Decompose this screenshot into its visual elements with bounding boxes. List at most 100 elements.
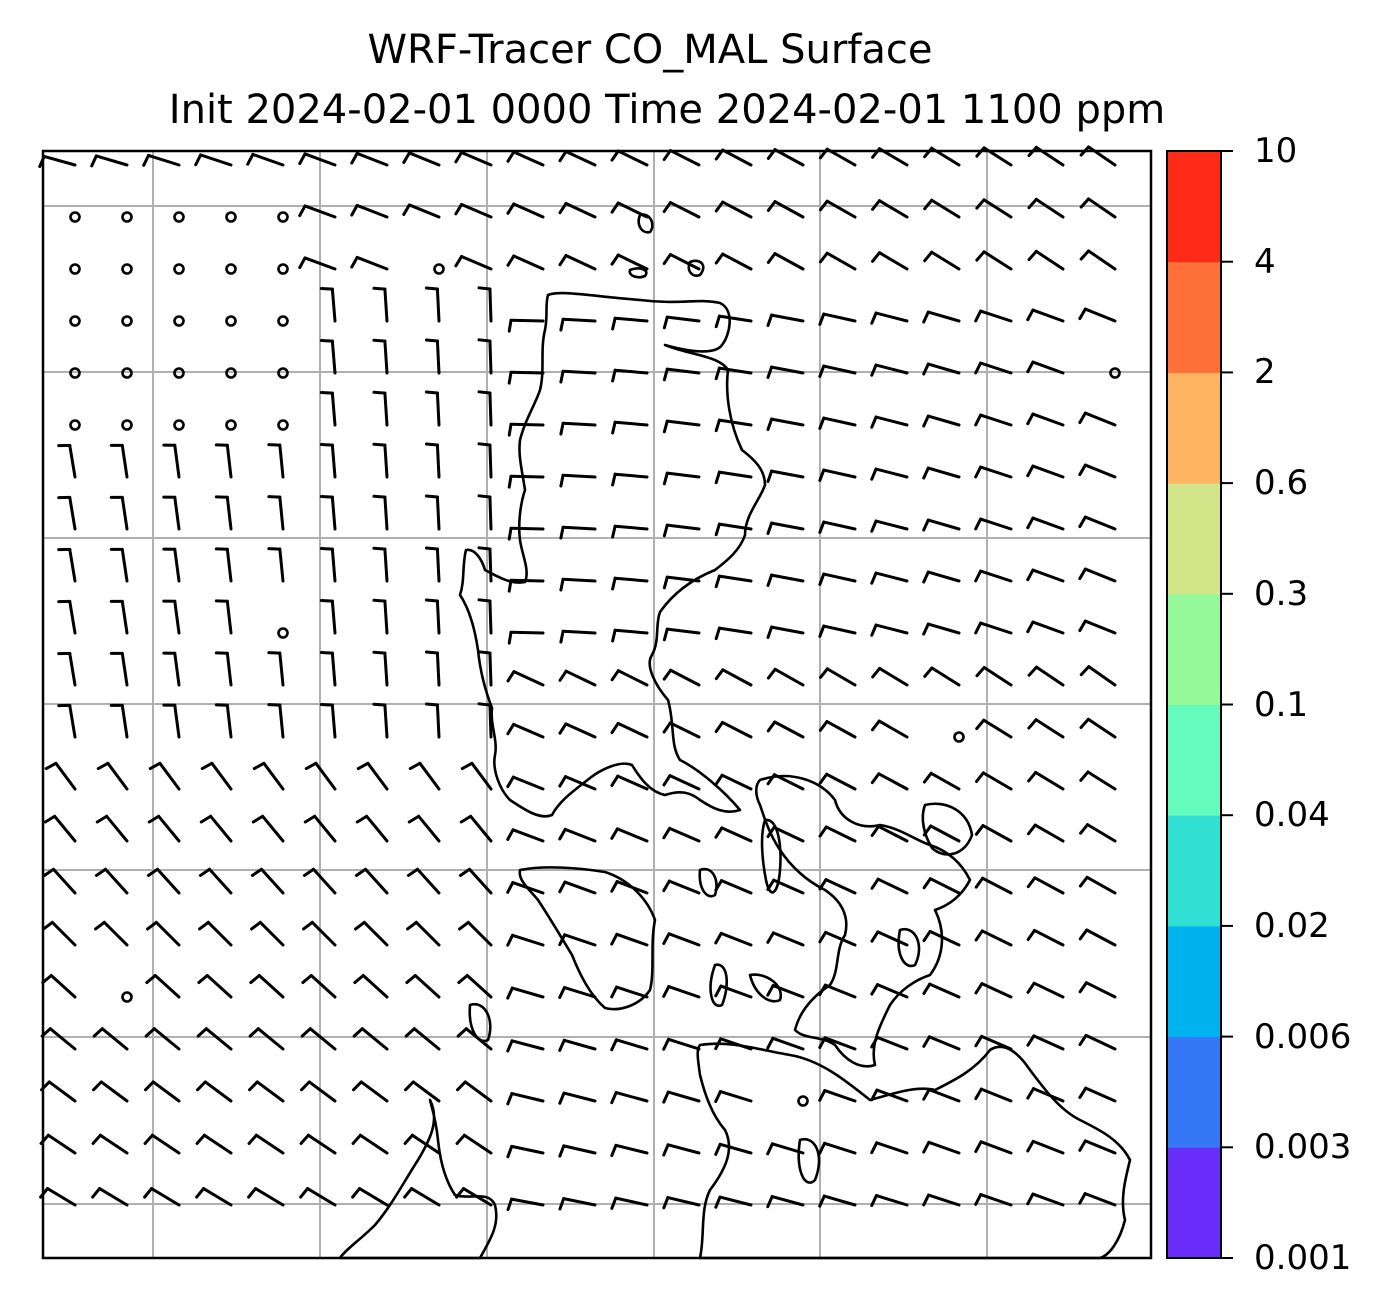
wind-barb [352,1027,389,1051]
wind-barb [372,598,389,635]
coastline-mindoro [518,866,657,1011]
wind-barb [477,598,493,635]
wind-barb [871,251,909,271]
plot-title-line2: Init 2024-02-01 0000 Time 2024-02-01 110… [168,87,1166,133]
wind-barb [267,651,285,687]
wind-barb [662,932,701,947]
wind-barb [1079,665,1117,687]
wind-barb [975,666,1013,687]
wind-barb [477,702,493,739]
wind-barb [870,824,909,843]
wind-barb [350,255,389,271]
wind-barb [662,1143,701,1157]
wind-barb [766,667,805,687]
wind-barb [559,577,597,592]
wind-barb [922,570,961,584]
wind-barb [974,621,1013,635]
wind-barb [506,202,545,219]
wind-barb [818,364,857,378]
wind-barb [714,418,753,433]
calm-marker [69,211,81,223]
wind-barb [248,1027,285,1051]
wind-barb [922,929,961,947]
wind-barb [870,1141,909,1155]
wind-barb [299,1187,337,1207]
wind-barb [143,1187,181,1207]
wind-barb [477,390,493,427]
calm-marker [173,263,185,275]
wind-barb [871,199,909,219]
wind-barb [610,149,649,167]
wind-barb [1027,770,1065,791]
wind-barb [818,312,857,326]
wind-barb [350,203,389,219]
coastline-luzon [458,291,767,818]
wind-barb [1078,981,1117,999]
wind-barb [454,150,493,167]
wind-barb [714,1195,753,1209]
wind-barb [1078,619,1117,635]
wind-barb [559,473,597,488]
wind-barb [507,370,545,385]
wind-barb [870,623,909,637]
wind-barb [506,670,545,687]
wind-barb [148,761,181,791]
wind-barb [477,442,493,479]
wind-barb [354,867,389,895]
wind-barb [818,1194,857,1208]
wind-barb [922,824,961,843]
wind-barb [1026,568,1065,583]
wind-barb [818,624,857,638]
wind-barb [870,571,909,585]
wind-barb [662,668,701,687]
wind-barb [304,761,337,791]
wind-barb [458,867,493,895]
wind-barb [974,309,1013,323]
wind-barb [818,772,857,791]
wind-barb [766,417,805,432]
wind-barb [44,761,77,791]
wind-barb [870,467,909,481]
wind-barb [558,880,597,895]
wind-barb [766,1195,805,1209]
map-frame [41,149,1153,1260]
wind-barb [267,703,285,739]
wind-barb [558,669,597,687]
wind-barb [195,1133,233,1155]
wind-barb [460,761,493,791]
wind-barb [267,547,285,583]
wind-barb [870,519,909,533]
wind-barb [662,627,701,642]
wind-barb [300,1080,337,1103]
wind-barb [195,1187,233,1207]
wind-barb [559,317,597,332]
wind-barb [146,867,181,895]
wind-barb [506,775,545,791]
wind-barb [477,494,493,531]
colorbar-tick-label: 0.003 [1254,1127,1352,1168]
wind-barb [662,985,701,999]
wind-barb [1026,1192,1065,1207]
colorbar-block [1167,1147,1221,1259]
wind-barb [94,867,129,895]
wind-barb [974,876,1013,895]
wind-barb [1026,360,1065,375]
colorbar-tick-label: 2 [1254,352,1276,393]
wind-barb [610,1091,649,1105]
wind-barb [372,494,389,531]
wind-barb [611,576,649,591]
wind-barb [57,599,77,635]
wind-barb [714,879,753,895]
calm-marker [69,263,81,275]
wind-barb [559,525,597,540]
wind-barb [662,253,701,271]
wind-barb [372,390,389,427]
wind-barb [507,526,545,541]
calm-marker [225,367,237,379]
calm-marker [225,315,237,327]
wind-barb [506,1197,545,1212]
wind-barb [714,200,753,219]
wind-barb [558,149,597,167]
wind-barb [974,1140,1013,1155]
